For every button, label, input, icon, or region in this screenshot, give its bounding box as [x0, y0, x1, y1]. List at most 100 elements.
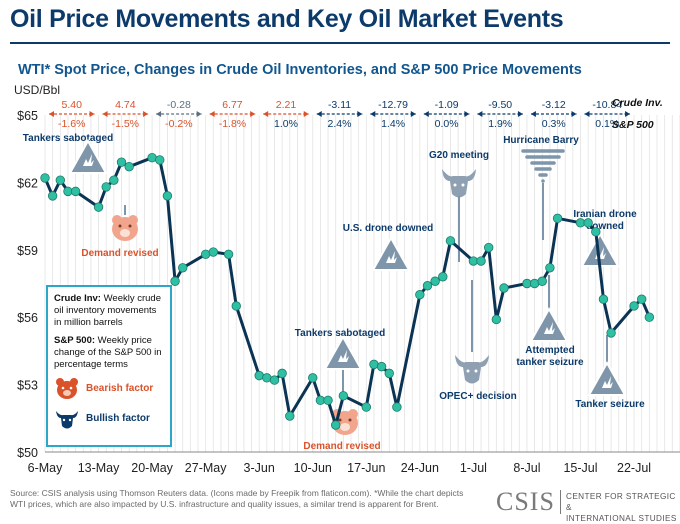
legend-inv-desc: Weekly crude oil inventory movements in …	[54, 293, 161, 328]
source-note: Source: CSIS analysis using Thomson Reut…	[10, 488, 464, 509]
title-divider	[10, 42, 670, 44]
price-point	[231, 301, 241, 311]
csis-logo-subtitle: CENTER FOR STRATEGIC & INTERNATIONAL STU…	[566, 491, 680, 524]
sp500-change-label: 2.4%	[328, 118, 352, 130]
wti-price-points	[40, 152, 655, 430]
x-tick-label: 17-Jun	[347, 461, 385, 475]
price-point	[155, 155, 165, 165]
sp500-change-label: 0.0%	[435, 118, 459, 130]
sp500-change-label: -1.6%	[58, 118, 85, 130]
bear-icon	[112, 215, 138, 241]
warning-triangle-icon	[323, 334, 363, 370]
arrow-right-icon	[196, 111, 202, 117]
inventory-change-label: -0.28	[167, 99, 191, 111]
legend-bullish-label: Bullish factor	[86, 413, 150, 424]
price-point	[277, 368, 287, 379]
price-point	[254, 370, 264, 381]
event-label: tanker seizure	[516, 357, 584, 368]
price-point	[415, 290, 425, 300]
price-point	[445, 236, 456, 246]
y-tick-label: $65	[17, 109, 38, 123]
legend-bearish: Bearish factor	[54, 377, 164, 401]
price-point	[376, 361, 387, 372]
price-point	[422, 281, 433, 291]
price-point	[170, 276, 180, 286]
arrow-left-icon	[370, 111, 376, 117]
row-label-inventory: Crude Inv.	[612, 97, 663, 109]
arrow-right-icon	[143, 111, 149, 117]
price-point	[438, 272, 448, 282]
price-point	[109, 175, 119, 185]
warning-triangle-icon	[68, 138, 108, 174]
inventory-change-label: -3.12	[542, 99, 566, 111]
warning-triangle-icon	[587, 360, 627, 396]
price-point	[47, 191, 58, 201]
price-point	[629, 301, 639, 311]
sp500-change-label: -0.2%	[165, 118, 192, 130]
x-tick-label: 27-May	[185, 461, 227, 475]
warning-triangle-icon	[371, 235, 411, 271]
bull-icon	[442, 169, 476, 198]
price-point	[331, 420, 341, 430]
y-tick-label: $62	[17, 176, 38, 190]
price-point	[637, 294, 647, 304]
arrow-left-icon	[477, 111, 483, 117]
event-label: Demand revised	[81, 248, 158, 259]
legend-sp-term: S&P 500:	[54, 335, 96, 346]
price-point	[147, 152, 157, 163]
x-tick-label: 10-Jun	[294, 461, 332, 475]
inventory-change-label: -3.11	[328, 99, 351, 111]
sp500-change-label: 1.0%	[274, 118, 298, 130]
price-point	[499, 283, 509, 293]
price-point	[369, 359, 379, 370]
csis-logo: CSIS	[496, 487, 555, 516]
page-title: Oil Price Movements and Key Oil Market E…	[10, 5, 564, 33]
y-axis-unit: USD/Bbl	[14, 83, 61, 97]
price-point	[384, 368, 394, 379]
price-point	[124, 161, 134, 172]
price-point	[552, 213, 563, 224]
price-point	[484, 242, 494, 253]
arrow-right-icon	[250, 111, 256, 117]
legend-bearish-label: Bearish factor	[86, 383, 154, 394]
price-point	[476, 256, 486, 266]
arrow-left-icon	[316, 111, 322, 117]
arrow-left-icon	[156, 111, 162, 117]
y-tick-label: $56	[17, 311, 38, 325]
x-tick-label: 3-Jun	[244, 461, 275, 475]
sp500-change-label: -1.8%	[219, 118, 246, 130]
logo-divider	[560, 490, 561, 514]
price-point	[606, 328, 616, 338]
price-point	[308, 373, 318, 383]
arrow-right-icon	[517, 111, 523, 117]
event-label: Hurricane Barry	[503, 135, 579, 146]
event-annotations: Tankers sabotaged Demand revised U.S. dron…	[23, 133, 645, 452]
price-point	[162, 191, 173, 201]
price-point	[101, 182, 111, 192]
price-point	[537, 276, 547, 286]
legend-sp-desc: Weekly price change of the S&P 500 in pe…	[54, 335, 162, 370]
price-point	[177, 263, 188, 273]
legend-sp-text: S&P 500: Weekly price change of the S&P …	[54, 335, 164, 371]
sp500-change-label: 0.3%	[542, 118, 566, 130]
x-tick-label: 20-May	[131, 461, 173, 475]
legend-bullish: Bullish factor	[54, 407, 164, 431]
event-label: Tankers sabotaged	[295, 328, 385, 339]
arrow-right-icon	[571, 111, 577, 117]
price-point	[545, 263, 555, 273]
x-tick-label: 8-Jul	[513, 461, 540, 475]
legend-box: Crude Inv: Weekly crude oil inventory mo…	[46, 285, 172, 447]
legend-inv-term: Crude Inv:	[54, 293, 101, 304]
price-point	[361, 402, 372, 412]
price-point	[285, 411, 295, 421]
price-point	[529, 278, 540, 289]
arrow-left-icon	[263, 111, 269, 117]
arrow-right-icon	[410, 111, 416, 117]
event-label: Attempted	[525, 345, 574, 356]
chart-subtitle: WTI* Spot Price, Changes in Crude Oil In…	[18, 62, 582, 78]
arrow-right-icon	[625, 111, 631, 117]
price-point	[598, 294, 609, 304]
x-tick-label: 24-Jun	[401, 461, 439, 475]
price-point	[430, 276, 440, 286]
price-point	[323, 395, 333, 406]
